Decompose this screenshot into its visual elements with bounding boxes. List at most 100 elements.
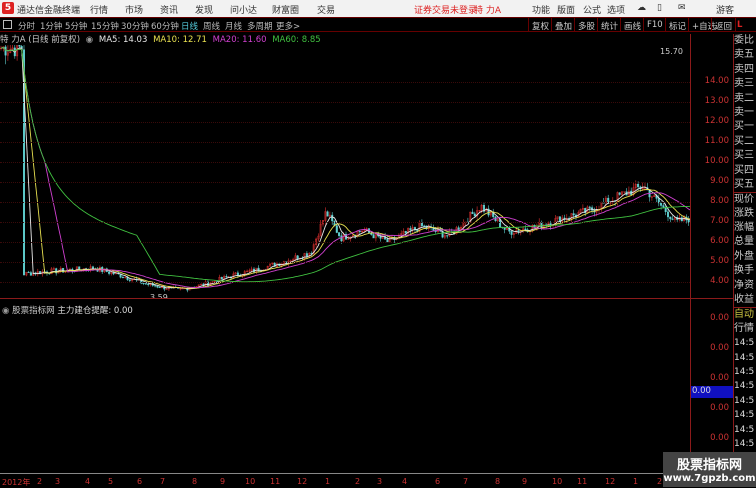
date-axis-label: 1 [325,477,331,486]
period-monthly[interactable]: 月线 [225,22,243,32]
candle [6,52,9,56]
candle [650,196,653,198]
candle [206,281,209,286]
message-icon[interactable]: ✉ [678,3,686,13]
candle [476,210,479,217]
candle [404,231,407,234]
candle [289,260,292,262]
period-1min[interactable]: 1分钟 [40,22,63,32]
period-60min[interactable]: 60分钟 [151,22,179,32]
menu-market[interactable]: 市场 [125,6,144,16]
date-axis-label: 2 [657,477,663,486]
quote-label: 14:5 [734,424,755,435]
period-5min[interactable]: 5分钟 [65,22,88,32]
low-price-label: 3.59 [150,293,168,298]
stats-button[interactable]: 统计 [597,18,621,32]
candle [455,227,458,235]
candle [246,270,249,272]
candle [361,231,364,233]
candle [423,225,426,227]
fuquan-button[interactable]: 复权 [528,18,552,32]
ma5-line [0,46,690,290]
quote-label: 涨幅 [734,222,754,234]
quote-label: 自动 [734,307,756,321]
candle [584,208,587,213]
menu-quotes[interactable]: 行情 [90,6,109,16]
period-more[interactable]: 更多> [276,22,301,32]
candle [124,276,127,278]
chart-info-line: 特 力A (日线 前复权) ◉ MA5: 14.03 MA10: 12.71 M… [0,33,324,45]
period-15min[interactable]: 15分钟 [91,22,119,32]
price-axis-label: 7.00 [710,216,729,226]
menu-options[interactable]: 选项 [607,6,626,16]
candle [156,285,159,288]
sub-axis-label: 0.00 [710,343,729,353]
settings-icon[interactable]: ◉ [2,306,10,316]
cloud-icon[interactable]: ☁ [637,3,646,13]
candle [271,262,274,265]
menu-wenxiaoda[interactable]: 问小达 [230,6,258,16]
back-button[interactable]: 返回 [711,18,737,32]
overlay-button[interactable]: 叠加 [551,18,575,32]
menu-trade[interactable]: 交易 [317,6,336,16]
settings-icon[interactable]: ◉ [85,35,94,45]
ma10-line [0,46,690,289]
sub-axis: 0.00 0.00 0.00 0.00 0.00 0.00 [690,299,733,469]
quote-label: 买一 [734,121,754,133]
period-fenshi[interactable]: 分时 [18,22,36,32]
menu-layout[interactable]: 版面 [557,6,576,16]
date-axis-label: 4 [402,477,408,486]
add-watchlist-button[interactable]: +自选 [688,18,719,32]
menu-formula[interactable]: 公式 [583,6,602,16]
candle [27,271,30,273]
candle [296,255,299,260]
f10-button[interactable]: F10 [643,18,666,32]
period-daily[interactable]: 日线 [181,22,199,32]
app-logo-icon: 5 [2,2,14,14]
gridline [0,242,690,243]
candle [200,283,203,285]
candle [303,253,306,259]
date-axis-label: 3 [377,477,383,486]
phone-icon[interactable]: ▯ [657,3,662,13]
user-label[interactable]: 游客 [716,6,735,16]
date-axis-label: 11 [270,477,281,486]
candle [331,214,334,222]
scrollbar[interactable] [0,473,663,474]
multi-stock-button[interactable]: 多股 [574,18,598,32]
panel-toggle-icon[interactable] [3,20,12,29]
lr-icon[interactable]: L [737,20,743,30]
menu-discover[interactable]: 发现 [195,6,214,16]
date-axis-label: 12 [297,477,308,486]
candle [510,231,513,235]
menu-caifuquan[interactable]: 财富圈 [272,6,300,16]
candle [121,277,124,279]
price-axis-label: 14.00 [704,76,729,86]
period-multi[interactable]: 多周期 [247,22,273,32]
candle [11,47,14,50]
menu-news[interactable]: 资讯 [160,6,179,16]
mark-button[interactable]: 标记 [665,18,689,32]
draw-line-button[interactable]: 画线 [620,18,644,32]
quote-label: 卖四 [734,63,754,75]
date-axis-label: 7 [463,477,469,486]
candle [478,210,481,212]
price-axis-label: 13.00 [704,96,729,106]
candle [634,184,637,189]
candle [496,219,499,222]
current-value-marker: 0.00 [691,386,733,398]
price-axis-label: 11.00 [704,136,729,146]
login-status[interactable]: 证券交易未登录 [414,6,478,16]
candle [165,288,168,290]
period-weekly[interactable]: 周线 [203,22,221,32]
gridline [0,282,690,283]
price-axis-label: 6.00 [710,236,729,246]
candle [204,281,207,286]
candle [179,288,182,290]
candle [328,214,331,217]
period-30min[interactable]: 30分钟 [121,22,149,32]
candle [407,228,410,234]
quote-label: 净资 [734,279,754,291]
kline-chart[interactable]: 15.70 3.59 [0,45,690,298]
menu-function[interactable]: 功能 [532,6,551,16]
